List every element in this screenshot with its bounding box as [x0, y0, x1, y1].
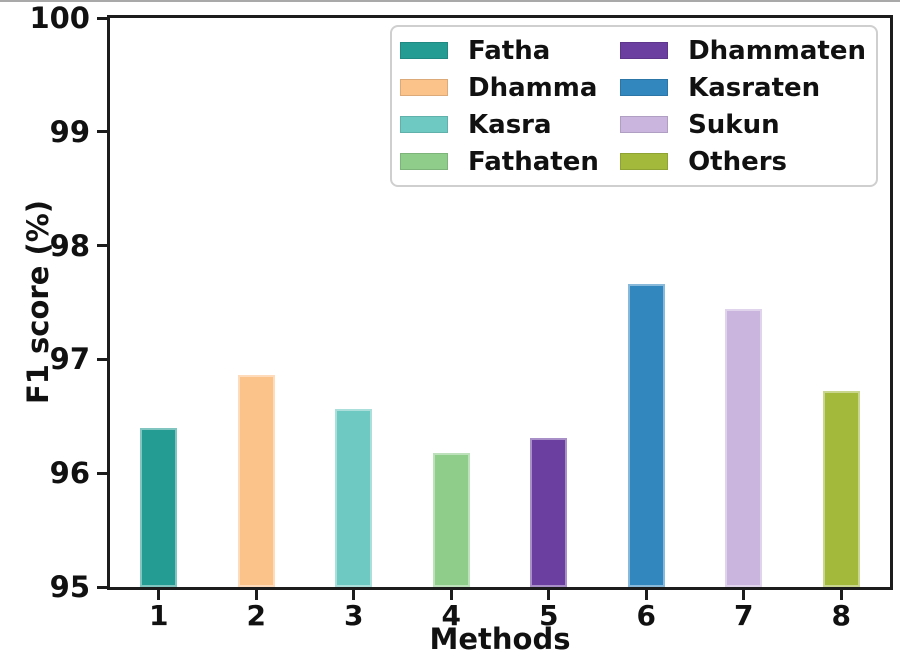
legend-item-sukun: Sukun — [620, 106, 866, 143]
legend-color-swatch — [620, 116, 669, 133]
x-tick-mark — [839, 590, 843, 600]
legend: Fatha Dhamma Kasra Fathaten Dhammaten Kasrat… — [390, 25, 878, 187]
legend-item-label: Kasraten — [688, 72, 821, 103]
y-tick-mark — [97, 16, 107, 20]
legend-color-swatch — [400, 79, 448, 96]
y-tick-mark — [97, 130, 107, 134]
legend-item-label: Fatha — [468, 35, 551, 66]
legend-item-label: Fathaten — [468, 146, 599, 177]
x-tick-mark — [157, 590, 161, 600]
legend-item-kasra: Kasra — [400, 106, 620, 143]
figure-top-border — [0, 0, 900, 2]
bar-fatha — [140, 427, 178, 587]
x-tick-mark — [644, 590, 648, 600]
bar-kasra — [335, 409, 373, 587]
legend-item-fathaten: Fathaten — [400, 143, 620, 180]
x-tick-mark — [547, 590, 551, 600]
legend-item-fatha: Fatha — [400, 32, 620, 69]
y-tick-mark — [97, 357, 107, 361]
x-tick-label: 7 — [734, 599, 754, 632]
y-tick-label: 99 — [49, 114, 90, 149]
legend-item-label: Dhamma — [468, 72, 598, 103]
legend-item-label: Others — [688, 146, 788, 177]
bar-dhamma — [237, 375, 275, 587]
bar-sukun — [725, 309, 763, 587]
legend-item-kasraten: Kasraten — [620, 69, 866, 106]
legend-item-label: Dhammaten — [688, 35, 866, 66]
legend-color-swatch — [400, 153, 448, 170]
legend-color-swatch — [620, 79, 669, 96]
x-tick-mark — [742, 590, 746, 600]
x-axis-label: Methods — [429, 622, 571, 656]
legend-item-others: Others — [620, 143, 866, 180]
legend-item-label: Kasra — [468, 109, 552, 140]
bar-others — [822, 391, 860, 587]
x-tick-label: 4 — [441, 599, 461, 632]
x-tick-mark — [254, 590, 258, 600]
bar-dhammaten — [530, 437, 568, 587]
x-tick-label: 1 — [149, 599, 169, 632]
legend-column-2: Dhammaten Kasraten Sukun Others — [620, 32, 866, 180]
legend-color-swatch — [400, 116, 448, 133]
x-tick-label: 6 — [636, 599, 656, 632]
legend-color-swatch — [620, 42, 669, 59]
x-tick-label: 8 — [831, 599, 851, 632]
legend-color-swatch — [400, 42, 448, 59]
y-tick-label: 98 — [49, 228, 90, 263]
legend-item-label: Sukun — [688, 109, 780, 140]
legend-column-1: Fatha Dhamma Kasra Fathaten — [400, 32, 620, 180]
legend-color-swatch — [620, 153, 669, 170]
legend-item-dhammaten: Dhammaten — [620, 32, 866, 69]
x-tick-mark — [352, 590, 356, 600]
y-tick-mark — [97, 244, 107, 248]
bar-fathaten — [432, 452, 470, 587]
y-tick-label: 97 — [49, 342, 90, 377]
x-tick-label: 2 — [246, 599, 266, 632]
y-tick-label: 95 — [49, 570, 90, 604]
y-tick-label: 96 — [49, 456, 90, 491]
y-tick-mark — [97, 585, 107, 589]
legend-item-dhamma: Dhamma — [400, 69, 620, 106]
x-tick-label: 3 — [344, 599, 364, 632]
bar-kasraten — [627, 284, 665, 587]
y-tick-label: 100 — [29, 1, 90, 35]
x-tick-mark — [449, 590, 453, 600]
y-tick-mark — [97, 471, 107, 475]
x-tick-label: 5 — [539, 599, 559, 632]
